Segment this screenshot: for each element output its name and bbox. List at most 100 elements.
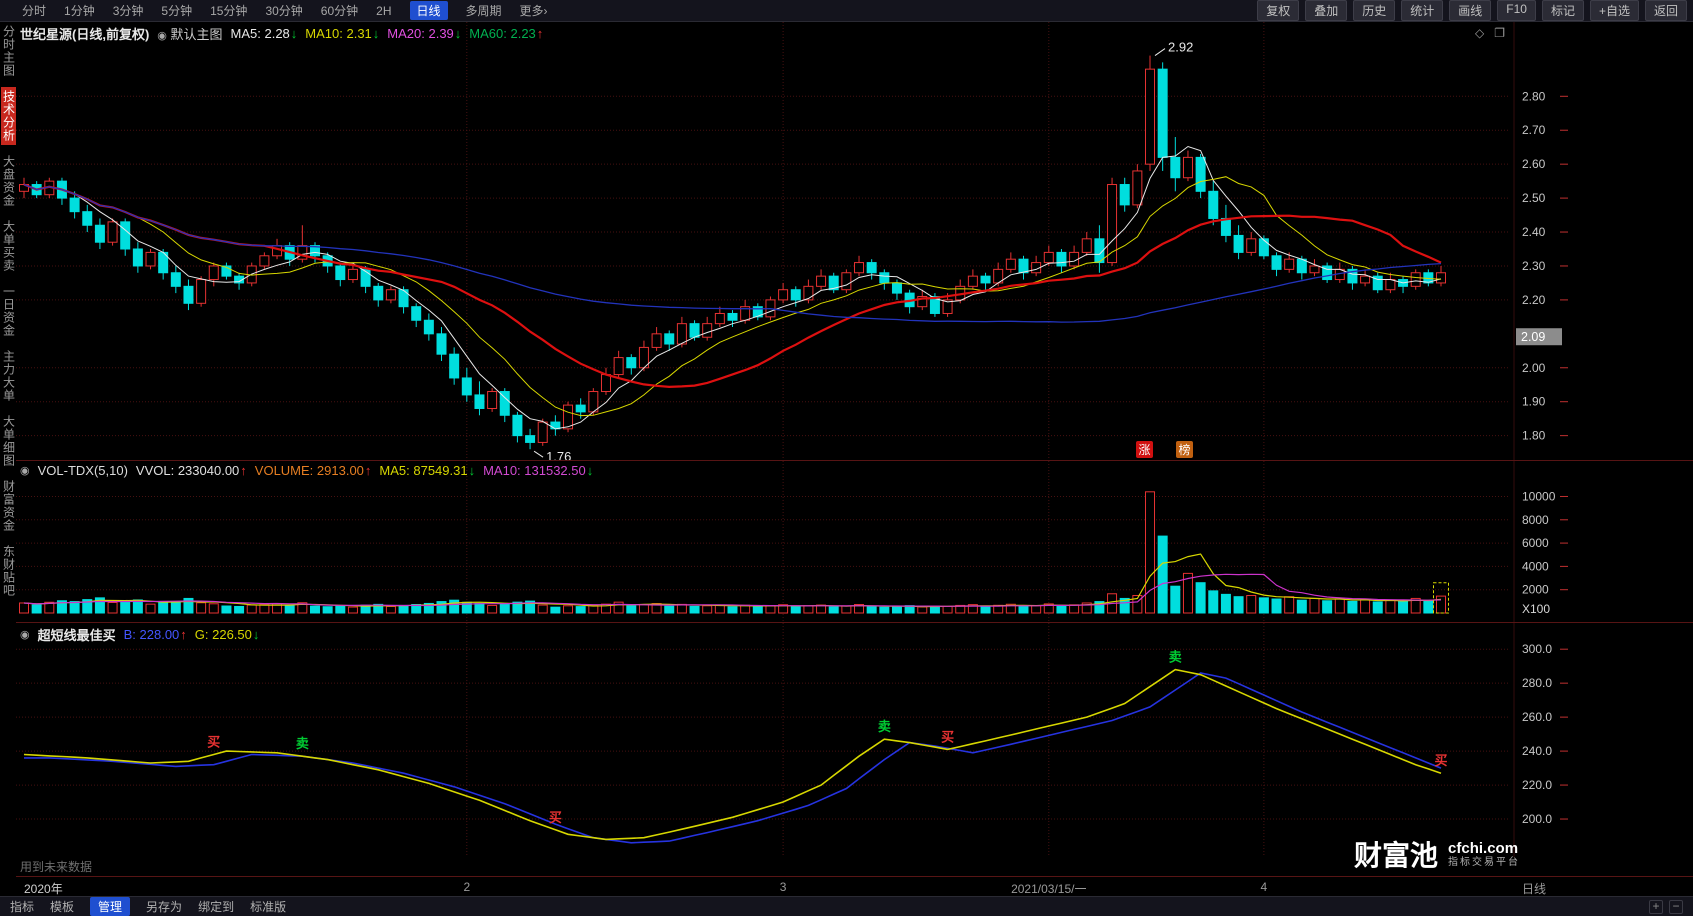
candle[interactable]: [208, 265, 219, 281]
candle[interactable]: [411, 306, 422, 321]
candle[interactable]: [120, 221, 131, 250]
volume-bar[interactable]: [474, 603, 485, 614]
volume-bar[interactable]: [411, 603, 422, 614]
volume-chart[interactable]: 2000 4000 6000 8000 10000 X100: [16, 461, 1693, 623]
signal-marker-买[interactable]: 买: [941, 729, 954, 744]
volume-bar[interactable]: [689, 605, 700, 614]
candle[interactable]: [626, 357, 637, 369]
signal-marker-买[interactable]: 买: [549, 810, 562, 825]
volume-bar[interactable]: [955, 604, 966, 614]
candle[interactable]: [563, 404, 574, 430]
volume-bar[interactable]: [1031, 605, 1042, 614]
candle[interactable]: [1043, 251, 1054, 264]
candle[interactable]: [967, 275, 978, 287]
candle[interactable]: [866, 262, 877, 274]
candle[interactable]: [702, 323, 713, 338]
candle[interactable]: [917, 296, 928, 308]
candle[interactable]: [145, 251, 156, 267]
candle[interactable]: [1372, 275, 1383, 291]
sidebar-item-大单细图[interactable]: 大单细图: [1, 415, 16, 467]
candle[interactable]: [803, 285, 814, 301]
candle[interactable]: [1233, 234, 1244, 253]
volume-bar[interactable]: [1233, 596, 1244, 614]
candle[interactable]: [499, 391, 510, 416]
volume-bar[interactable]: [322, 606, 333, 614]
volume-bar[interactable]: [664, 605, 675, 614]
candle[interactable]: [1018, 258, 1029, 274]
candle[interactable]: [1271, 255, 1282, 270]
window-icon[interactable]: ❐: [1494, 26, 1505, 40]
volume-bar[interactable]: [778, 604, 789, 614]
volume-bar[interactable]: [1347, 600, 1358, 614]
candle[interactable]: [1385, 279, 1396, 291]
candle[interactable]: [234, 275, 245, 284]
volume-bar[interactable]: [221, 605, 232, 614]
period-tab-15分钟[interactable]: 15分钟: [210, 4, 248, 18]
volume-bar[interactable]: [246, 604, 257, 614]
volume-bar[interactable]: [1284, 596, 1295, 614]
volume-bar[interactable]: [82, 599, 93, 614]
period-tab-2H[interactable]: 2H: [376, 3, 392, 18]
volume-bar[interactable]: [1195, 582, 1206, 614]
volume-bar[interactable]: [335, 605, 346, 614]
candle[interactable]: [929, 296, 940, 314]
volume-bar[interactable]: [373, 603, 384, 614]
candle[interactable]: [891, 282, 902, 294]
candle[interactable]: [69, 197, 80, 213]
volume-bar[interactable]: [56, 600, 67, 614]
candle[interactable]: [1296, 258, 1307, 274]
candle[interactable]: [790, 289, 801, 301]
signal-marker-卖[interactable]: 卖: [878, 719, 891, 734]
candle[interactable]: [398, 289, 409, 308]
candle[interactable]: [1145, 68, 1156, 165]
volume-bar[interactable]: [44, 601, 55, 614]
candle[interactable]: [1170, 156, 1181, 179]
volume-bar[interactable]: [980, 606, 991, 614]
volume-bar[interactable]: [1220, 593, 1231, 614]
volume-bar[interactable]: [385, 605, 396, 614]
candle[interactable]: [436, 333, 447, 355]
volume-bar[interactable]: [1322, 600, 1333, 614]
candle[interactable]: [132, 248, 143, 267]
volume-bar[interactable]: [676, 603, 687, 614]
sidebar-item-大盘资金[interactable]: 大盘资金: [1, 155, 16, 207]
candle[interactable]: [676, 323, 687, 345]
volume-bar[interactable]: [94, 597, 105, 614]
bottom-tab-另存为[interactable]: 另存为: [146, 900, 183, 914]
sidebar-item-一日资金[interactable]: 一日资金: [1, 285, 16, 337]
volume-bar[interactable]: [1385, 599, 1396, 614]
volume-bar[interactable]: [1145, 491, 1156, 614]
volume-bar[interactable]: [259, 604, 270, 614]
zoom-in-button[interactable]: +: [1649, 899, 1663, 914]
candle[interactable]: [309, 245, 320, 257]
candle[interactable]: [360, 268, 371, 287]
volume-bar[interactable]: [499, 603, 510, 614]
period-tab-30分钟[interactable]: 30分钟: [265, 4, 303, 18]
volume-bar[interactable]: [626, 605, 637, 614]
candle[interactable]: [1005, 258, 1016, 270]
volume-bar[interactable]: [525, 600, 536, 614]
candle[interactable]: [841, 272, 852, 291]
bottom-tab-管理[interactable]: 管理: [90, 897, 131, 916]
bottom-tab-标准版[interactable]: 标准版: [250, 900, 287, 914]
volume-bar[interactable]: [1372, 601, 1383, 614]
candle[interactable]: [752, 306, 763, 318]
volume-bar[interactable]: [107, 602, 118, 614]
candle[interactable]: [487, 391, 498, 409]
sidebar-item-分时主图[interactable]: 分时主图: [1, 25, 16, 77]
volume-bar[interactable]: [1069, 604, 1080, 614]
toolbar-button-叠加[interactable]: 叠加: [1305, 0, 1348, 21]
volume-bar[interactable]: [828, 606, 839, 614]
volume-bar[interactable]: [487, 604, 498, 614]
candle[interactable]: [816, 275, 827, 287]
candle[interactable]: [1436, 272, 1446, 284]
volume-bar[interactable]: [208, 603, 219, 614]
candle[interactable]: [1410, 272, 1421, 287]
bottom-tab-指标[interactable]: 指标: [10, 900, 35, 914]
volume-bar[interactable]: [170, 601, 181, 614]
period-tab-多周期[interactable]: 多周期: [465, 4, 502, 18]
volume-bar[interactable]: [866, 605, 877, 614]
volume-bar[interactable]: [183, 597, 194, 614]
candle[interactable]: [1119, 184, 1130, 206]
volume-bar[interactable]: [563, 605, 574, 614]
